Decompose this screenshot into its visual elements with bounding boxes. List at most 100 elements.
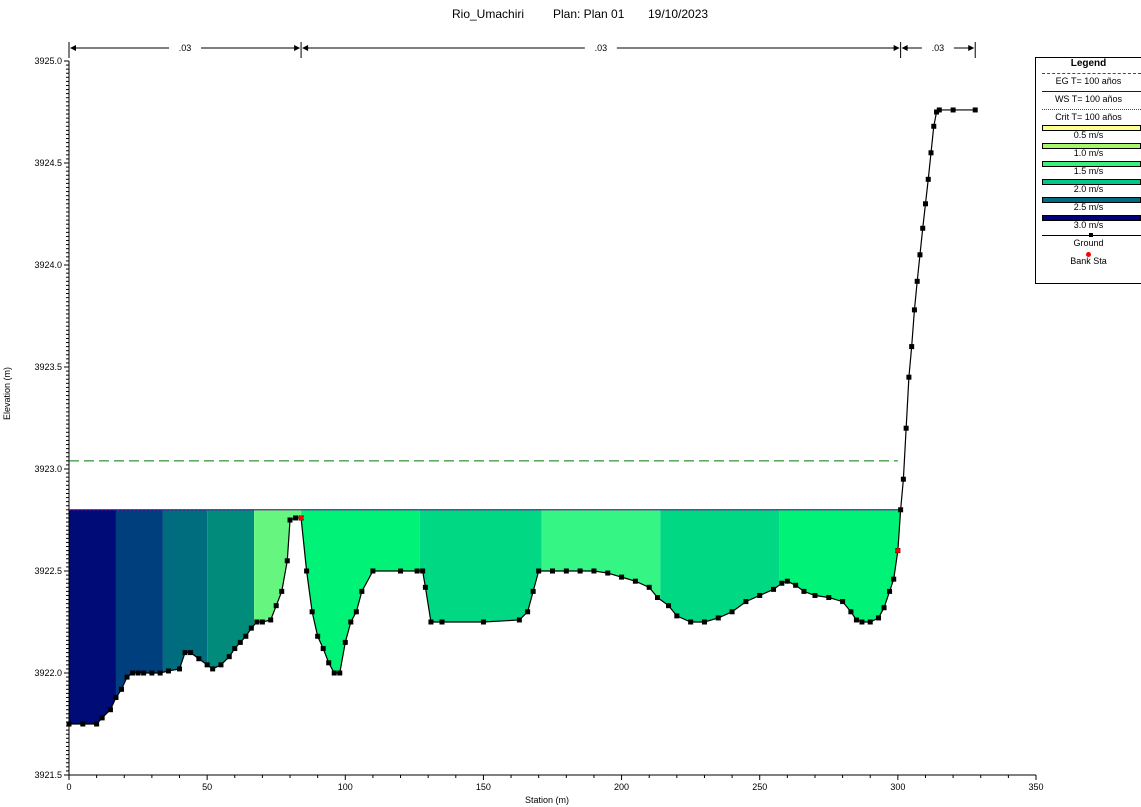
ground-point (422, 584, 428, 590)
ground-point (530, 588, 536, 594)
ground-point (287, 517, 293, 523)
ground-point (906, 374, 912, 380)
x-tick-label: 0 (66, 782, 71, 792)
ground-point (632, 578, 638, 584)
ground-point (439, 619, 445, 625)
y-tick-label: 3923.0 (34, 464, 62, 474)
ground-point (881, 605, 887, 611)
ground-point (320, 646, 326, 652)
ground-point (909, 344, 915, 350)
ground-point (646, 584, 652, 590)
ground-point (113, 694, 119, 700)
ground-point (812, 592, 818, 598)
ground-point (729, 609, 735, 615)
ground-point (591, 568, 597, 574)
legend-item: WS T= 100 años (1036, 88, 1141, 106)
velocity-band-9 (779, 509, 901, 724)
ground-point (914, 278, 920, 284)
legend-item: Ground (1036, 232, 1141, 250)
ground-point (118, 686, 124, 692)
ground-point (605, 570, 611, 576)
ground-point (268, 617, 274, 623)
x-tick-label: 200 (614, 782, 629, 792)
legend-item-label: 2.5 m/s (1073, 202, 1104, 212)
ground-point (353, 609, 359, 615)
ground-point (196, 656, 202, 662)
ground-point (516, 617, 522, 623)
ground-point (480, 619, 486, 625)
ground-point (326, 660, 332, 666)
legend-title: Legend (1070, 58, 1107, 69)
mannings-n-label: .03 (932, 43, 945, 53)
legend-item-label: Bank Sta (1070, 256, 1107, 266)
ground-point (950, 107, 956, 113)
mannings-arrowhead (302, 45, 309, 51)
ground-point (550, 568, 555, 574)
legend-item-label: WS T= 100 años (1054, 94, 1123, 104)
velocity-band-2 (162, 509, 208, 724)
legend-item: Crit T= 100 años (1036, 106, 1141, 124)
mannings-n-label: .03 (179, 43, 192, 53)
ground-point (248, 625, 254, 631)
bank-station-marker (895, 548, 901, 554)
ground-point (66, 721, 72, 727)
ground-point (911, 307, 917, 313)
velocity-band-4 (254, 509, 302, 724)
ground-point (124, 674, 130, 680)
legend-item-label: 1.0 m/s (1073, 148, 1104, 158)
ground-point (226, 654, 232, 660)
ground-point (130, 670, 136, 676)
x-tick-label: 300 (890, 782, 905, 792)
plan-name: Plan: Plan 01 (553, 7, 625, 21)
velocity-band-7 (541, 509, 661, 724)
ground-point (619, 574, 625, 580)
ground-point (900, 476, 906, 482)
ground-point (243, 633, 249, 639)
ground-point (525, 609, 531, 615)
ground-point (577, 568, 583, 574)
ground-point (701, 619, 707, 625)
ground-point (934, 109, 940, 115)
x-tick-label: 250 (752, 782, 767, 792)
ground-point (887, 588, 893, 594)
legend-symbol (1042, 233, 1141, 237)
ground-point (898, 507, 904, 513)
ground-point (801, 588, 807, 594)
plan-date: 19/10/2023 (648, 7, 709, 21)
y-axis-label: Elevation (m) (2, 366, 12, 420)
y-tick-label: 3922.5 (34, 566, 62, 576)
ground-point (99, 715, 105, 721)
ground-point (674, 613, 680, 619)
legend-item: 1.5 m/s (1036, 160, 1141, 178)
x-tick-label: 150 (476, 782, 491, 792)
ground-point (232, 646, 238, 652)
ground-point (337, 670, 343, 676)
ground-point (859, 619, 865, 625)
mannings-arrowhead (968, 45, 975, 51)
ground-point (867, 619, 873, 625)
legend-item-label: Ground (1073, 238, 1104, 248)
ground-point (254, 619, 260, 625)
y-tick-label: 3925.0 (34, 56, 62, 66)
legend-item: Bank Sta (1036, 250, 1141, 268)
ground-point (94, 721, 100, 727)
river-name: Rio_Umachiri (452, 7, 525, 21)
ground-point (420, 568, 426, 574)
legend-item: 2.0 m/s (1036, 178, 1141, 196)
x-tick-label: 100 (338, 782, 353, 792)
ground-point (107, 707, 113, 713)
ground-point (715, 615, 721, 621)
ground-point (259, 619, 265, 625)
ground-point (348, 619, 354, 625)
ground-point (309, 609, 315, 615)
ground-point (284, 558, 290, 564)
ground-point (925, 176, 931, 182)
ground-point (165, 668, 171, 674)
ground-point (279, 588, 285, 594)
mannings-arrowhead (294, 45, 301, 51)
legend-symbol (1042, 73, 1141, 74)
ground-point (80, 721, 86, 727)
ground-point (688, 619, 694, 625)
mannings-arrowhead (893, 45, 900, 51)
